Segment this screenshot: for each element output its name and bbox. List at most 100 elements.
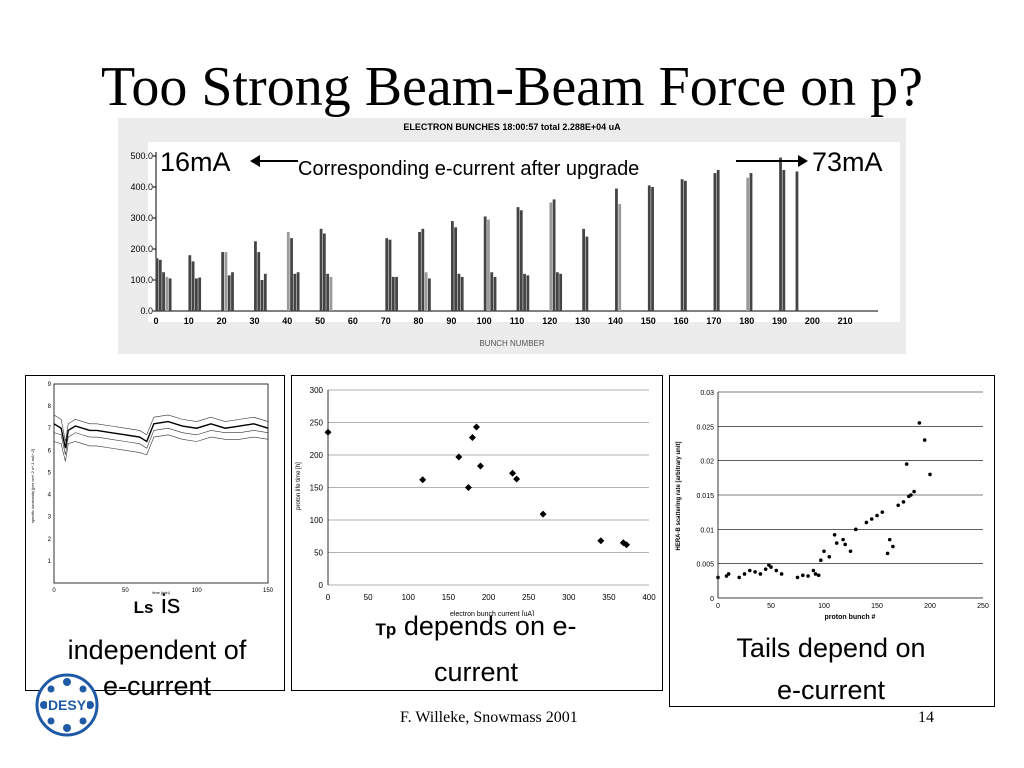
data-point: [887, 537, 892, 542]
annotation-16ma: 16mA: [160, 147, 231, 177]
scattering-plot: 0 0.005 0.01 0.015 0.02 0.025 0.03 0 50 100 150 200…: [676, 390, 989, 621]
luminosity-caption-line2: independent of: [67, 635, 247, 665]
x-axis-label: proton bunch #: [825, 614, 876, 621]
bar: [427, 278, 431, 311]
bar: [483, 216, 487, 311]
x-tick-label: 250: [522, 593, 536, 602]
y-tick-label: 4: [48, 493, 52, 499]
bar: [450, 221, 454, 311]
y-tick-label: 500.0: [130, 151, 153, 161]
data-point: [816, 573, 821, 578]
data-point: [917, 421, 922, 425]
data-point: [419, 476, 427, 484]
x-tick-label: 150: [263, 588, 274, 594]
bar: [779, 157, 782, 311]
y-tick-label: 5: [48, 470, 52, 476]
x-tick-label: 210: [838, 316, 853, 326]
data-point: [922, 438, 927, 442]
data-point: [811, 568, 816, 573]
bar: [493, 276, 497, 311]
lifetime-plot: 0 50 100 150 200 250 300 0 50 100 150 200 250 300 350 4…: [296, 386, 656, 618]
bar: [162, 272, 165, 311]
bar: [168, 278, 172, 311]
y-tick-label: 3: [48, 515, 52, 521]
bar: [716, 169, 720, 311]
y-tick-label: 400.0: [130, 182, 153, 192]
x-axis-label: BUNCH NUMBER: [479, 339, 545, 348]
bar: [454, 227, 458, 311]
footer-author: F. Willeke, Snowmass 2001: [400, 709, 578, 726]
x-tick-label: 40: [282, 316, 292, 326]
bar: [231, 272, 234, 311]
bar: [319, 228, 323, 311]
bar: [683, 180, 687, 311]
x-tick-label: 200: [805, 316, 820, 326]
data-point: [891, 544, 895, 549]
data-point: [716, 575, 720, 580]
bar: [782, 169, 786, 311]
bar: [158, 259, 162, 311]
bar: [224, 252, 228, 311]
data-point: [854, 527, 858, 532]
y-tick-label: 2: [48, 537, 52, 543]
desy-logo: DESY: [34, 672, 100, 738]
y-tick-label: 250: [310, 419, 324, 428]
bar: [552, 199, 556, 311]
x-tick-label: 160: [674, 316, 689, 326]
bar: [421, 228, 425, 311]
x-tick-label: 110: [510, 316, 525, 326]
data-point: [737, 575, 741, 580]
data-point: [834, 541, 839, 545]
luminosity-panel: 0 50 100 150 1 2 3 4 5 6 7 8 9 time [min] specific lum…: [25, 375, 285, 691]
bar: [516, 207, 520, 311]
data-point: [748, 568, 752, 573]
bar: [424, 272, 428, 311]
lifetime-symbol: Tp: [375, 620, 397, 639]
data-point: [928, 472, 932, 477]
data-point: [841, 537, 845, 542]
plot-frame: [53, 383, 269, 584]
x-tick-label: 100: [192, 588, 203, 594]
scattering-caption: Tails depend on e-current: [669, 632, 993, 706]
data-point: [912, 489, 916, 494]
chart-header: ELECTRON BUNCHES 18:00:57 total 2.288E+0…: [403, 122, 621, 132]
data-point: [779, 572, 784, 576]
bar: [198, 277, 202, 311]
x-tick-label: 60: [348, 316, 358, 326]
bar: [490, 272, 494, 311]
y-tick-label: 0.005: [696, 562, 714, 569]
x-tick-label: 250: [977, 603, 989, 610]
bar: [680, 179, 684, 311]
data-point: [795, 575, 800, 580]
data-point: [843, 542, 847, 547]
x-tick-label: 0: [153, 316, 158, 326]
bunch-current-chart: ELECTRON BUNCHES 18:00:57 total 2.288E+0…: [118, 118, 906, 354]
y-tick-label: 300: [310, 386, 324, 395]
data-point: [476, 462, 484, 470]
lifetime-caption-line2: current: [433, 657, 519, 687]
y-tick-label: 100: [310, 516, 324, 525]
y-tick-label: 150: [310, 484, 324, 493]
y-tick-label: 0.03: [700, 390, 714, 397]
bar: [155, 258, 159, 311]
data-point: [623, 541, 631, 549]
bar: [647, 185, 651, 311]
x-tick-label: 170: [706, 316, 721, 326]
x-tick-label: 50: [364, 593, 373, 602]
lifetime-panel: 0 50 100 150 200 250 300 0 50 100 150 200 250 300 350 4…: [291, 375, 663, 691]
data-point: [742, 572, 747, 576]
luminosity-series-line: [53, 414, 269, 442]
data-point: [806, 574, 810, 578]
lifetime-caption: Tp depends on e- current: [291, 610, 661, 688]
x-tick-label: 150: [442, 593, 456, 602]
y-tick-label: 0: [710, 596, 714, 603]
y-tick-label: 0.025: [696, 424, 714, 431]
x-tick-label: 100: [818, 603, 830, 610]
bar: [618, 204, 622, 311]
x-tick-label: 30: [249, 316, 259, 326]
x-tick-label: 180: [739, 316, 754, 326]
lifetime-caption-line1: depends on e-: [403, 611, 577, 641]
bar: [194, 278, 198, 311]
y-tick-label: 7: [48, 426, 52, 432]
x-tick-label: 0: [326, 593, 331, 602]
